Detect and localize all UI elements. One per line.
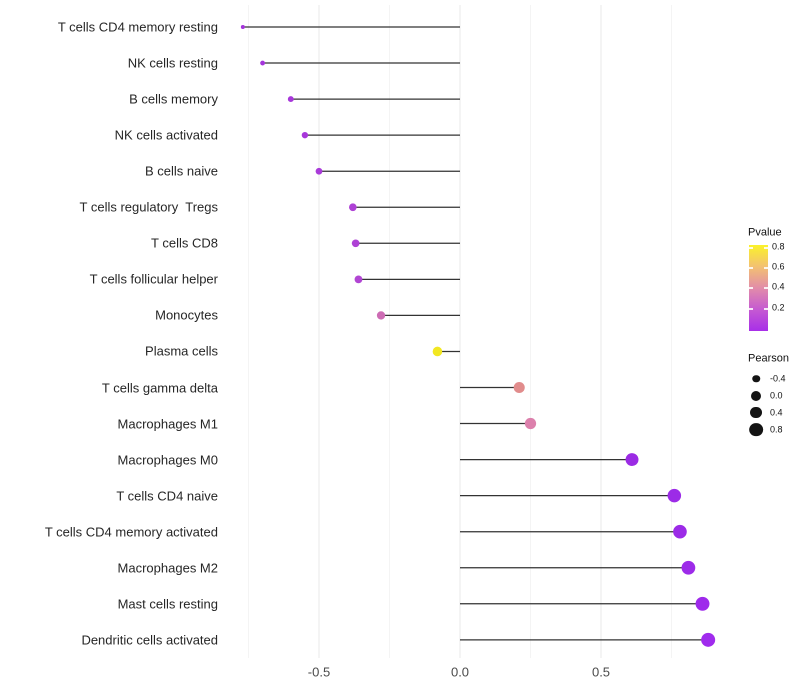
y-axis-label: T cells CD4 naive <box>116 488 218 504</box>
y-axis-label: Macrophages M1 <box>117 416 218 432</box>
y-axis-label: NK cells resting <box>127 55 218 71</box>
pvalue-tick-mark <box>764 308 768 310</box>
x-axis-tick-label: 0.0 <box>450 664 470 680</box>
pearson-size-label: 0.8 <box>770 424 783 434</box>
data-point <box>513 381 525 394</box>
y-axis-label: Macrophages M0 <box>117 452 218 468</box>
data-point <box>432 346 443 357</box>
data-point <box>695 596 710 611</box>
data-point <box>260 60 266 66</box>
y-axis-label: Dendritic cells activated <box>81 632 218 648</box>
pvalue-tick-mark <box>764 247 768 249</box>
y-axis-label: B cells memory <box>129 91 218 107</box>
pvalue-tick-label: 0.2 <box>772 302 785 313</box>
data-point <box>354 275 363 284</box>
pearson-size-swatch <box>751 390 761 401</box>
pvalue-tick-mark <box>749 247 753 249</box>
pvalue-tick-mark <box>749 308 753 310</box>
y-axis-label: T cells regulatory Tregs <box>79 199 218 215</box>
y-axis-label: T cells CD4 memory resting <box>57 19 218 35</box>
pearson-size-label: -0.4 <box>770 373 786 383</box>
pvalue-tick-label: 0.4 <box>772 281 785 292</box>
pvalue-tick-mark <box>749 287 753 289</box>
y-axis-label: Mast cells resting <box>117 596 218 612</box>
pearson-size-swatch <box>752 374 760 383</box>
pvalue-tick-mark <box>749 267 753 269</box>
pearson-legend-title: Pearson <box>748 352 789 365</box>
y-axis-label: T cells follicular helper <box>89 271 218 287</box>
y-axis-label: Monocytes <box>155 307 218 323</box>
data-point <box>681 560 696 575</box>
data-point <box>673 524 687 539</box>
pvalue-tick-label: 0.6 <box>772 261 785 272</box>
y-axis-label: NK cells activated <box>114 127 218 143</box>
data-point <box>301 131 309 139</box>
pvalue-legend-title: Pvalue <box>748 226 782 239</box>
x-axis-tick-label: -0.5 <box>307 664 331 680</box>
pearson-size-swatch <box>749 422 763 437</box>
data-point <box>351 239 360 248</box>
pearson-size-label: 0.4 <box>770 407 783 417</box>
data-point <box>625 453 639 467</box>
data-point <box>524 417 537 430</box>
x-axis-tick-label: 0.5 <box>591 664 611 680</box>
data-point <box>701 632 716 647</box>
data-point <box>240 24 245 30</box>
pearson-size-label: 0.0 <box>770 390 783 400</box>
pvalue-gradient-bar <box>749 245 768 331</box>
pvalue-tick-mark <box>764 287 768 289</box>
pvalue-tick-label: 0.8 <box>772 241 785 252</box>
y-axis-label: B cells naive <box>145 163 218 179</box>
pearson-size-swatch <box>750 406 762 419</box>
data-point <box>315 167 323 175</box>
y-axis-label: T cells CD8 <box>151 235 218 251</box>
y-axis-label: Plasma cells <box>145 343 218 359</box>
y-axis-label: T cells CD4 memory activated <box>44 524 218 540</box>
y-axis-label: Macrophages M2 <box>117 560 218 576</box>
data-point <box>667 488 682 503</box>
data-point <box>349 203 357 212</box>
data-point <box>376 311 386 320</box>
data-point <box>287 96 294 103</box>
pvalue-tick-mark <box>764 267 768 269</box>
y-axis-label: T cells gamma delta <box>101 380 218 395</box>
